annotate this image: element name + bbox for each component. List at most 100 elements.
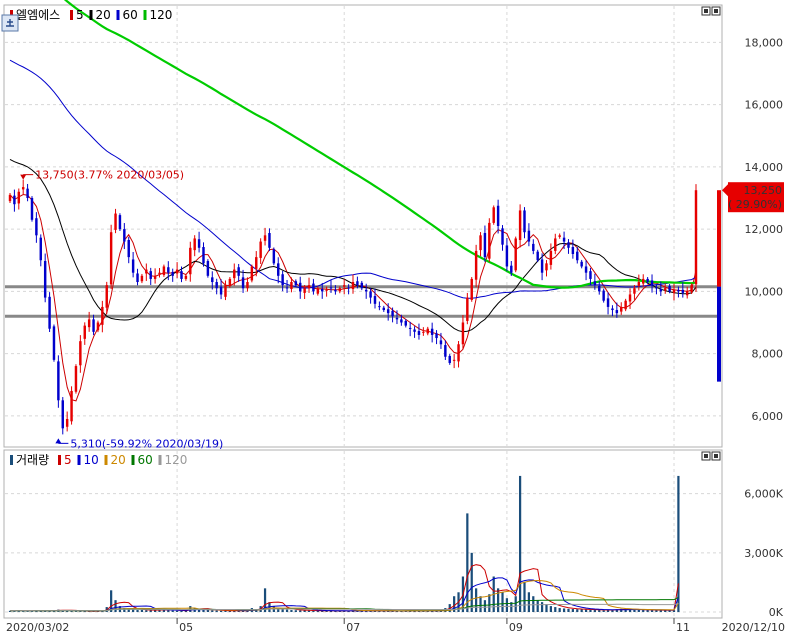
candle-body bbox=[474, 250, 478, 280]
candle-body bbox=[109, 232, 113, 285]
candle-body bbox=[668, 285, 671, 292]
volume-bar bbox=[303, 610, 306, 612]
volume-bar bbox=[413, 611, 416, 612]
candle-body bbox=[26, 188, 29, 198]
low-annotation-label: 5,310(-59.92% 2020/03/19) bbox=[70, 437, 223, 450]
volume-bar bbox=[17, 610, 20, 612]
candle-body bbox=[167, 267, 170, 273]
volume-bar bbox=[558, 608, 561, 612]
volume-bar bbox=[382, 611, 385, 612]
volume-bar bbox=[518, 475, 522, 612]
candle-body bbox=[510, 265, 513, 273]
candle-body bbox=[488, 222, 491, 259]
legend-marker bbox=[116, 10, 120, 20]
volume-bar bbox=[228, 610, 231, 612]
candle-body bbox=[334, 289, 337, 292]
candle-body bbox=[87, 319, 91, 328]
volume-bar bbox=[589, 609, 592, 612]
candle-body bbox=[290, 282, 293, 290]
candle-body bbox=[127, 240, 130, 258]
volume-bar bbox=[391, 611, 394, 612]
candle-body bbox=[351, 282, 355, 290]
candle-body bbox=[378, 306, 381, 308]
candle-body bbox=[540, 259, 544, 273]
volume-bar bbox=[79, 611, 82, 612]
candle-body bbox=[452, 359, 456, 361]
volume-bar bbox=[22, 611, 25, 612]
candle-body bbox=[228, 278, 232, 286]
minimize-icon-glyph bbox=[704, 9, 708, 13]
date-tick-label: 11 bbox=[676, 621, 690, 634]
current-price-box bbox=[728, 182, 784, 213]
volume-bar bbox=[136, 610, 139, 612]
volume-legend-entry: 10 bbox=[84, 453, 99, 467]
candle-body bbox=[263, 235, 267, 241]
volume-ma-line bbox=[9, 603, 679, 612]
candle-body bbox=[140, 275, 144, 282]
volume-bar bbox=[598, 610, 601, 612]
candle-body bbox=[435, 333, 438, 339]
volume-bar bbox=[510, 602, 513, 612]
candle-body bbox=[518, 210, 522, 241]
volume-bar bbox=[329, 610, 333, 612]
volume-bar bbox=[628, 609, 632, 612]
candle-body bbox=[171, 271, 174, 276]
volume-minimize-icon-glyph bbox=[704, 454, 708, 458]
volume-bar bbox=[488, 594, 491, 612]
volume-bar bbox=[540, 602, 544, 612]
candle-body bbox=[593, 281, 597, 286]
candle-body bbox=[580, 261, 583, 267]
candle-body bbox=[461, 322, 465, 345]
candle-body bbox=[571, 247, 575, 255]
volume-bar bbox=[206, 610, 209, 612]
candle-body bbox=[404, 320, 407, 326]
volume-bar bbox=[171, 610, 174, 612]
candle-body bbox=[356, 281, 359, 286]
volume-bar bbox=[26, 611, 29, 612]
volume-bar bbox=[655, 610, 658, 612]
volume-bar bbox=[501, 592, 504, 612]
price-gridlines bbox=[5, 6, 721, 446]
candle-body bbox=[364, 289, 368, 292]
volume-bar bbox=[237, 610, 240, 612]
candle-body bbox=[61, 400, 64, 429]
volume-bar bbox=[668, 610, 671, 612]
candle-body bbox=[35, 218, 38, 236]
volume-bar bbox=[567, 608, 570, 612]
date-tick-label: 09 bbox=[509, 621, 523, 634]
volume-bar bbox=[145, 610, 148, 612]
candle-body bbox=[246, 282, 249, 289]
volume-bar bbox=[532, 596, 535, 612]
candle-body bbox=[320, 289, 324, 292]
volume-bar bbox=[83, 611, 86, 612]
candle-body bbox=[633, 288, 636, 294]
low-arrow-icon bbox=[55, 438, 62, 444]
candle-body bbox=[30, 197, 34, 220]
candle-body bbox=[650, 280, 654, 286]
date-tick-label: 2020/03/02 bbox=[6, 621, 69, 634]
current-price-value: 13,250 bbox=[744, 184, 783, 197]
candle-body bbox=[206, 261, 210, 276]
volume-bar bbox=[633, 609, 636, 612]
legend-marker bbox=[70, 10, 73, 20]
volume-bar bbox=[197, 609, 201, 612]
candle-body bbox=[602, 290, 605, 301]
volume-bar bbox=[316, 610, 319, 612]
volume-bar bbox=[8, 610, 12, 612]
volume-bar bbox=[219, 610, 223, 612]
candle-body bbox=[307, 285, 311, 289]
candle-body bbox=[312, 283, 315, 292]
volume-bar bbox=[154, 610, 157, 612]
candle-body bbox=[153, 275, 157, 279]
volume-axis-labels: 0K 3,000K 6,000K bbox=[744, 488, 783, 619]
candle-body bbox=[184, 275, 188, 279]
volume-bar bbox=[650, 610, 654, 612]
candle-body bbox=[369, 291, 372, 298]
candlesticks bbox=[8, 179, 698, 435]
volume-bar bbox=[123, 608, 126, 612]
ma120-line bbox=[63, 0, 697, 289]
candle-body bbox=[439, 340, 443, 345]
volume-legend-entry: 20 bbox=[111, 453, 126, 467]
candle-body bbox=[17, 191, 21, 204]
volume-bar bbox=[369, 610, 372, 612]
